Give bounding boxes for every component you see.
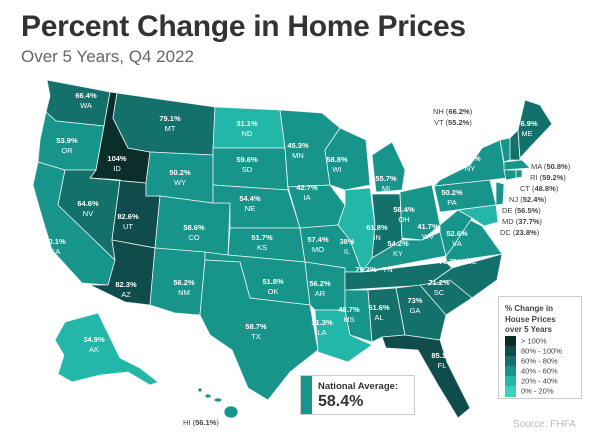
label-ia: 42.7% IA (296, 183, 318, 202)
label-mn: 45.3% MN (287, 141, 309, 160)
legend-swatch (505, 356, 516, 367)
label-sd: 59.6% SD (236, 155, 258, 174)
label-nc: 75.7% NC (438, 257, 478, 266)
label-ga: 73% GA (407, 296, 423, 315)
label-nd: 31.1% ND (236, 119, 258, 138)
state-ga[interactable] (395, 284, 447, 341)
legend-swatch (505, 386, 516, 397)
state-ma[interactable] (503, 159, 531, 171)
label-ne: 54.4% NE (239, 194, 261, 213)
state-fl[interactable] (381, 334, 471, 419)
label-id: 104% ID (107, 154, 127, 173)
label-co: 58.6% CO (183, 223, 205, 242)
legend-title: % Change in House Prices over 5 Years (505, 304, 556, 334)
label-wy: 50.2% WY (169, 168, 191, 187)
source-note: Source: FHFA (513, 419, 576, 430)
state-ri[interactable] (515, 169, 523, 179)
state-ak[interactable] (54, 312, 159, 386)
state-ct[interactable] (503, 169, 517, 181)
label-wa: 66.4% WA (75, 91, 97, 110)
label-ak: 34.9% AK (83, 335, 105, 354)
national-average-box: National Average: 58.4% (300, 375, 415, 415)
label-va: 52.6% VA (446, 229, 468, 248)
label-fl: 85.1% FL (431, 351, 453, 370)
state-tx[interactable] (199, 259, 319, 401)
page-title: Percent Change in Home Prices (21, 10, 466, 43)
label-ky: 54.2% KY (387, 239, 409, 258)
state-hi-island (197, 387, 203, 393)
state-mi[interactable] (371, 141, 406, 193)
label-ca: 50.1% CA (44, 237, 66, 256)
state-hi-island (213, 397, 223, 403)
legend-swatch (505, 366, 516, 377)
label-mo: 57.4% MO (307, 235, 329, 254)
legend-swatch (505, 376, 516, 387)
state-md[interactable] (456, 204, 499, 227)
label-az: 82.3% AZ (115, 280, 137, 299)
state-nc[interactable] (427, 253, 503, 299)
legend-item: 40% - 60% (505, 366, 558, 378)
state-me[interactable] (517, 99, 553, 159)
callout-hi: HI (56.1%) (183, 418, 219, 427)
state-ny[interactable] (432, 139, 507, 187)
callout-de: DE (56.5%) (502, 206, 541, 215)
callout-dc: DC (23.8%) (500, 228, 540, 237)
legend-item: 0% - 20% (505, 386, 554, 398)
callout-ri: RI (59.2%) (530, 173, 566, 182)
national-average-bar (301, 376, 312, 414)
label-il: 38% IL (339, 237, 355, 256)
callout-ct: CT (48.8%) (520, 184, 559, 193)
legend-swatch (505, 346, 516, 357)
callout-vt: VT (55.2%) (434, 118, 472, 127)
label-nv: 64.6% NV (77, 199, 99, 218)
label-wv: 41.7% WV (417, 222, 439, 241)
state-wi[interactable] (324, 127, 371, 191)
callout-nj: NJ (52.4%) (509, 195, 547, 204)
page-subtitle: Over 5 Years, Q4 2022 (21, 47, 194, 66)
label-ny: 51.6% NY (459, 154, 481, 173)
label-tn: 79.2% TN (355, 265, 393, 274)
label-ar: 56.2% AR (309, 279, 331, 298)
legend: % Change in House Prices over 5 Years > 10… (498, 296, 582, 399)
label-la: 31.3% LA (311, 318, 333, 337)
label-sc: 71.2% SC (428, 278, 450, 297)
label-or: 53.9% OR (56, 136, 78, 155)
label-al: 61.6% AL (368, 303, 390, 322)
label-mt: 79.1% MT (159, 114, 181, 133)
label-nm: 56.2% NM (173, 278, 195, 297)
label-tx: 58.7% TX (245, 322, 267, 341)
state-oh[interactable] (399, 184, 441, 241)
label-mi: 55.7% MI (375, 174, 397, 193)
legend-item: 20% - 40% (505, 376, 558, 388)
state-co[interactable] (154, 195, 231, 256)
legend-item: 60% - 80% (505, 356, 558, 368)
legend-swatch (505, 336, 516, 347)
label-ut: 82.6% UT (117, 212, 139, 231)
national-average-label: National Average: (318, 381, 399, 392)
label-oh: 58.4% OH (393, 205, 415, 224)
state-ms[interactable] (344, 289, 373, 343)
callout-md: MD (37.7%) (502, 217, 543, 226)
label-ks: 51.7% KS (251, 233, 273, 252)
state-hi-island (204, 393, 212, 399)
state-nj[interactable] (495, 181, 505, 206)
label-pa: 50.2% PA (441, 188, 463, 207)
state-hi[interactable] (223, 405, 239, 419)
label-wi: 58.8% WI (326, 155, 348, 174)
label-ok: 51.8% OK (262, 277, 284, 296)
label-in: 61.8% IN (366, 223, 388, 242)
callout-ma: MA (50.8%) (531, 162, 571, 171)
national-average-value: 58.4% (318, 393, 364, 410)
label-me: 76.9% ME (516, 119, 538, 138)
callout-nh: NH (66.2%) (433, 107, 473, 116)
legend-item: 80% - 100% (505, 346, 562, 358)
label-ms: 48.7% MS (338, 305, 360, 324)
legend-item: > 100% (505, 336, 547, 348)
